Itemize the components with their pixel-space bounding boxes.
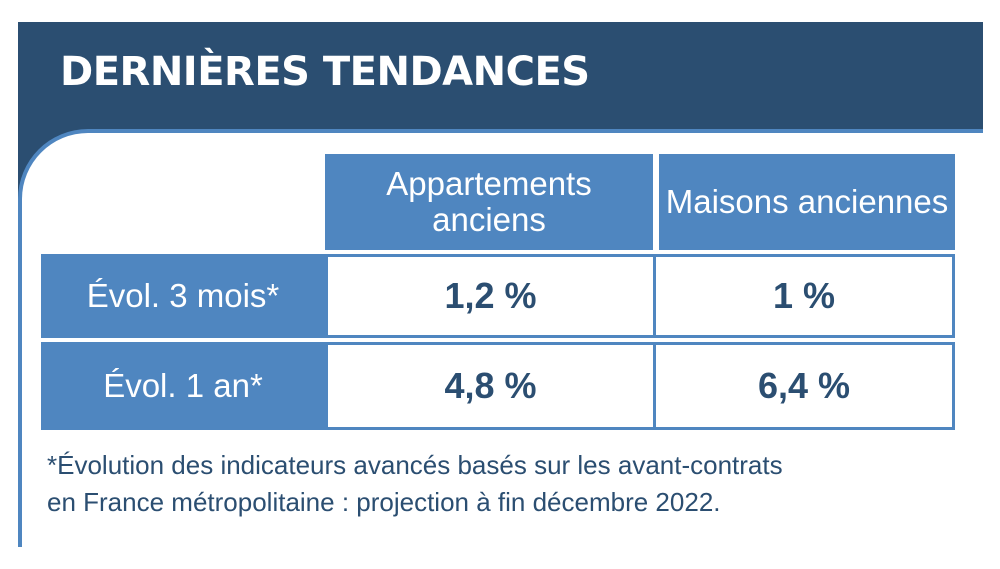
- footnote-line-2: en France métropolitaine : projection à …: [47, 487, 721, 517]
- column-header-appartements: Appartements anciens: [325, 154, 653, 250]
- row-label-1-an: Évol. 1 an*: [41, 342, 325, 430]
- footnote: *Évolution des indicateurs avancés basés…: [47, 447, 977, 521]
- column-header-maisons: Maisons anciennes: [659, 154, 955, 250]
- row-label-3-mois: Évol. 3 mois*: [41, 254, 325, 338]
- card-title: DERNIÈRES TENDANCES: [60, 49, 590, 95]
- value-appartements-3-mois: 1,2 %: [325, 254, 656, 338]
- value-maisons-3-mois: 1 %: [653, 254, 955, 338]
- footnote-line-1: *Évolution des indicateurs avancés basés…: [47, 450, 783, 480]
- trends-table: Appartements anciens Maisons anciennes É…: [41, 154, 955, 430]
- value-maisons-1-an: 6,4 %: [653, 342, 955, 430]
- value-appartements-1-an: 4,8 %: [325, 342, 656, 430]
- trends-card: DERNIÈRES TENDANCES Appartements anciens…: [18, 22, 983, 547]
